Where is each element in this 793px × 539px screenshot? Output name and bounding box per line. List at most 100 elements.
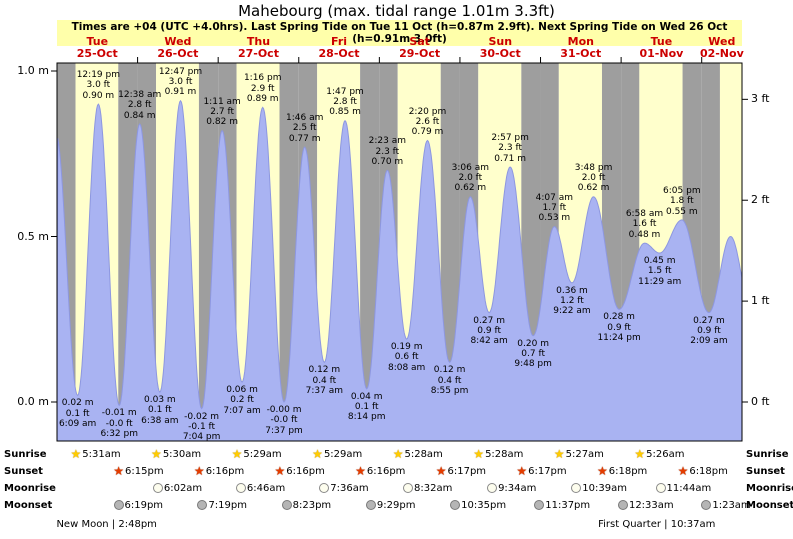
sunrise-star-icon: ★ [151,447,162,461]
moonset-event: 11:37pm [534,500,590,511]
day-header: Tue 25-Oct [76,35,118,60]
y-axis-label-left: 1.0 m [17,64,49,77]
moonrise-time: 8:32am [414,483,453,494]
sunrise-star-icon: ★ [392,447,404,461]
moonrise-circle-icon [655,483,666,493]
sunrise-star-icon: ★ [231,447,243,461]
tide-low-label: 0.02 m 0.1 ft 6:09 am [58,398,97,429]
tide-low-label: 0.20 m 0.7 ft 9:48 pm [514,338,552,370]
moonset-event: 12:33am [617,500,674,511]
moonset-circle-icon [534,500,545,510]
moonset-event: 7:19pm [197,500,247,511]
sunset-time: 6:16pm [205,466,245,477]
sunrise-event: ★5:27am [554,448,604,460]
moonrise-event: 7:36am [319,483,369,494]
y-axis-label-right: 2 ft [751,193,770,207]
sunset-time: 6:16pm [286,466,325,477]
moonrise-row-label-left: Moonrise [4,483,56,494]
y-axis-label-left: 0.5 m [17,229,49,243]
tide-high-label: 12:47 pm 3.0 ft 0.91 m [158,66,203,98]
tide-high-label: 2:20 pm 2.6 ft 0.79 m [408,106,447,138]
tide-low-label: 0.27 m 0.9 ft 8:42 am [470,315,508,347]
sunrise-event: ★5:31am [71,448,121,460]
sunrise-event: ★5:28am [392,447,443,461]
sunset-event: ★6:16pm [274,464,325,478]
sunset-star-icon: ★ [113,464,125,478]
tide-low-label: 0.28 m 0.9 ft 11:24 pm [597,312,641,343]
moonrise-time: 7:36am [330,483,369,494]
moon-phase-label: First Quarter | 10:37am [598,519,716,530]
sunset-star-icon: ★ [355,464,366,478]
sunset-row-label-left: Sunset [4,466,43,477]
sunset-event: ★6:17pm [516,464,566,478]
tide-low-label: 0.03 m 0.1 ft 6:38 am [141,395,179,426]
sunset-star-icon: ★ [274,464,286,478]
moonset-time: 8:23pm [292,500,332,511]
tide-low-label: 0.27 m 0.9 ft 2:09 am [690,315,728,347]
sunrise-event: ★5:29am [231,447,282,461]
sunset-star-icon: ★ [435,464,447,478]
moonset-circle-icon [197,500,208,510]
sunrise-time: 5:27am [565,449,604,460]
tide-high-label: 3:06 am 2.0 ft 0.62 m [451,162,490,194]
moonset-circle-icon [281,500,292,510]
y-axis-label-right: 1 ft [751,294,770,308]
day-header: Thu 27-Oct [237,35,279,60]
day-header: Sun 30-Oct [479,35,521,60]
moonset-circle-icon [617,500,628,510]
moonrise-circle-icon [571,483,582,493]
moonrise-time: 6:46am [246,483,286,494]
sunrise-time: 5:29am [323,449,363,460]
moonrise-circle-icon [152,483,163,493]
day-header: Fri 28-Oct [318,35,360,60]
tide-low-label: 0.45 m 1.5 ft 11:29 am [638,256,682,287]
plot-frame [56,62,743,442]
moonset-time: 6:19pm [124,500,164,511]
moonset-circle-icon [701,500,712,510]
moonrise-event: 10:39am [571,483,627,494]
moonset-circle-icon [450,500,461,510]
sunrise-star-icon: ★ [473,447,485,461]
chart-subtitle: Times are +04 (UTC +4.0hrs). Last Spring… [57,20,742,46]
moonset-time: 11:37pm [545,500,591,511]
moonset-time: 9:29pm [376,500,416,511]
y-axis-label-right: 3 ft [751,92,770,106]
sunset-time: 6:18pm [689,466,728,477]
tide-high-label: 1:11 am 2.7 ft 0.82 m [203,96,241,128]
moonset-time: 10:35pm [461,500,507,511]
moonset-event: 10:35pm [450,500,506,511]
tide-low-label: -0.01 m -0.0 ft 6:32 pm [100,408,138,439]
tide-high-label: 12:19 pm 3.0 ft 0.90 m [76,70,120,101]
moonrise-time: 6:02am [163,483,203,494]
sunset-star-icon: ★ [677,464,689,478]
sunset-star-icon: ★ [596,464,608,478]
sunset-event: ★6:15pm [113,464,163,478]
day-header: Wed 26-Oct [157,35,199,60]
y-axis-label-right: 0 ft [751,395,770,408]
moonrise-time: 11:44am [666,483,712,494]
tide-low-label: 0.12 m 0.4 ft 7:37 am [305,365,343,396]
sunrise-event: ★5:28am [473,447,523,461]
tide-high-label: 6:58 am 1.6 ft 0.48 m [625,209,664,240]
tide-high-label: 1:46 am 2.5 ft 0.77 m [286,113,324,144]
tide-curve [56,99,743,442]
page-title: Mahebourg (max. tidal range 1.01m 3.3ft) [238,2,555,20]
tide-high-label: 1:47 pm 2.8 ft 0.85 m [326,86,364,118]
sunset-time: 6:16pm [366,466,406,477]
sunset-event: ★6:16pm [193,464,245,478]
moonset-event: 8:23pm [281,500,332,511]
moonset-circle-icon [113,500,124,510]
sunrise-time: 5:29am [243,449,282,460]
moonset-event: 6:19pm [113,500,164,511]
tide-low-label: 0.36 m 1.2 ft 9:22 am [553,285,591,317]
tide-high-label: 6:05 pm 1.8 ft 0.55 m [663,185,701,217]
sunset-star-icon: ★ [516,464,528,478]
sunset-time: 6:17pm [447,466,487,477]
sunset-star-icon: ★ [193,464,205,478]
moonset-event: 9:29pm [365,500,416,511]
tide-high-label: 12:38 am 2.8 ft 0.84 m [118,89,162,121]
day-header: Sat 29-Oct [399,35,441,60]
moonrise-event: 11:44am [655,483,712,494]
